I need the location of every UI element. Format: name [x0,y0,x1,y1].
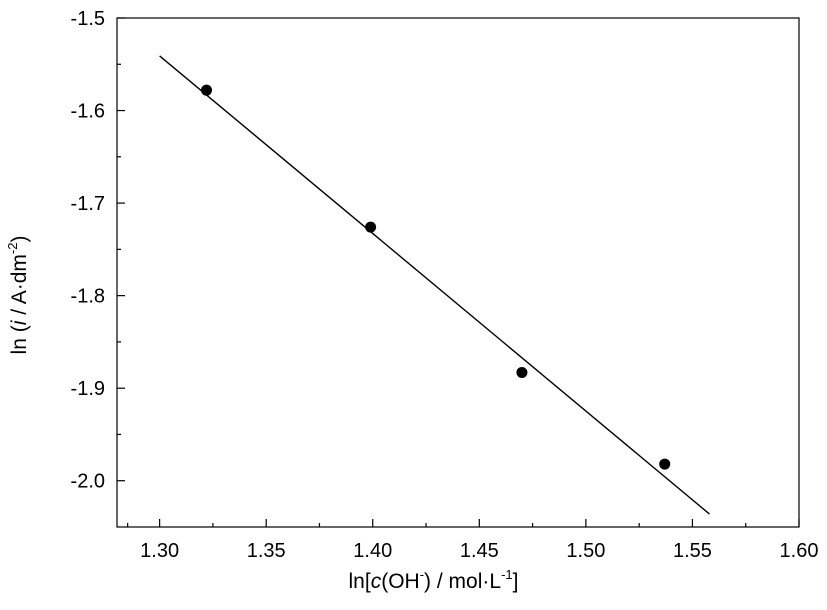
axis-ticks [117,17,800,527]
x-tick-label: 1.55 [673,540,712,562]
x-tick-label: 1.40 [353,540,392,562]
tick-labels: 1.30 1.35 1.40 1.45 1.50 1.55 1.60 -2.0 -1.9 -1.8… [71,8,819,562]
x-tick-label: 1.45 [460,540,499,562]
data-points [201,84,671,470]
x-axis-title: ln[c(OH-) / mol·L-1] [348,567,519,593]
plot-frame [116,17,800,528]
x-tick-label: 1.60 [780,540,819,562]
y-axis-title: ln (i / A·dm-2) [5,235,31,355]
fit-line-group [159,55,710,515]
y-tick-label: -1.9 [71,378,105,400]
y-tick-label: -2.0 [71,471,105,493]
y-tick-label: -1.6 [71,101,105,123]
data-point [201,84,213,96]
x-tick-label: 1.50 [566,540,605,562]
x-tick-label: 1.35 [247,540,286,562]
data-point [365,221,377,233]
y-tick-label: -1.5 [71,8,105,30]
x-tick-label: 1.30 [140,540,179,562]
data-point [516,366,528,378]
y-tick-label: -1.8 [71,286,105,308]
linear-fit-line [159,55,710,515]
y-tick-label: -1.7 [71,193,105,215]
data-point [659,458,671,470]
